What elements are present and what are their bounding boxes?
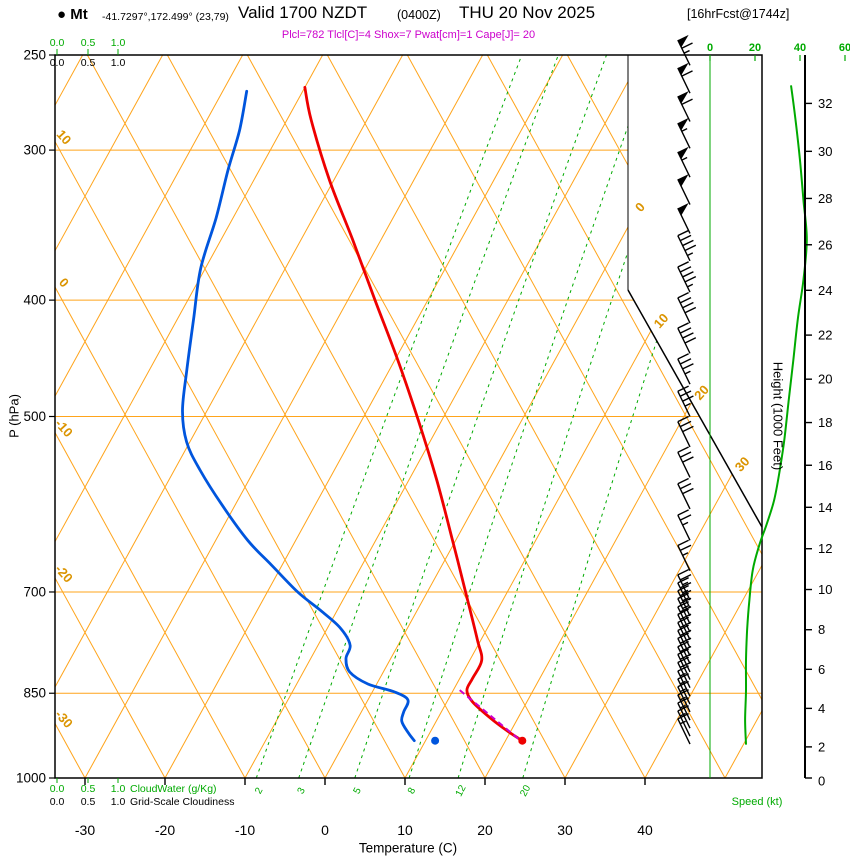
surface-dots xyxy=(431,736,527,745)
svg-text:1.0: 1.0 xyxy=(111,783,126,795)
svg-text:14: 14 xyxy=(818,500,832,515)
station-coordinates: -41.7297°,172.499° (23,79) xyxy=(102,11,229,23)
svg-text:1.0: 1.0 xyxy=(111,796,126,808)
forecast-hour: [16hrFcst@1744z] xyxy=(687,7,790,21)
svg-text:0.0: 0.0 xyxy=(50,796,65,808)
svg-text:18: 18 xyxy=(818,415,832,430)
sounding-parameters: Plcl=782 Tlcl[C]=4 Shox=7 Pwat[cm]=1 Cap… xyxy=(281,29,536,41)
svg-text:26: 26 xyxy=(818,237,832,252)
svg-text:700: 700 xyxy=(23,584,46,599)
svg-text:32: 32 xyxy=(818,96,832,111)
temperature-curve xyxy=(303,85,524,743)
dewpoint-curve xyxy=(181,89,416,743)
station-bullet-icon: ● xyxy=(57,6,67,23)
svg-text:-30: -30 xyxy=(75,822,95,838)
svg-text:0.5: 0.5 xyxy=(81,57,96,69)
svg-text:12: 12 xyxy=(818,541,832,556)
svg-text:10: 10 xyxy=(818,582,832,597)
mixing-ratio-labels: 2 3 5 8 12 20 xyxy=(253,783,533,798)
svg-text:2: 2 xyxy=(253,786,266,796)
svg-text:40: 40 xyxy=(794,42,806,54)
svg-text:Speed (kt): Speed (kt) xyxy=(732,796,783,808)
svg-text:20: 20 xyxy=(749,42,761,54)
svg-text:P (hPa): P (hPa) xyxy=(7,394,22,438)
skewt-grid xyxy=(55,55,762,778)
svg-text:500: 500 xyxy=(23,409,46,424)
svg-text:-10: -10 xyxy=(235,822,255,838)
svg-text:3: 3 xyxy=(296,786,309,796)
svg-text:1000: 1000 xyxy=(16,771,46,786)
svg-text:8: 8 xyxy=(818,622,825,637)
svg-text:0: 0 xyxy=(707,42,713,54)
svg-text:30: 30 xyxy=(557,822,573,838)
svg-text:30: 30 xyxy=(732,454,753,475)
svg-text:400: 400 xyxy=(23,293,46,308)
svg-text:0.0: 0.0 xyxy=(50,37,65,49)
svg-text:0.5: 0.5 xyxy=(81,37,96,49)
pressure-axis: 250 300 400 500 700 850 1000 P (hPa) xyxy=(7,48,55,786)
svg-text:60: 60 xyxy=(839,42,850,54)
svg-text:0.0: 0.0 xyxy=(50,783,65,795)
svg-text:40: 40 xyxy=(637,822,653,838)
page-title: ● Mt xyxy=(57,6,88,23)
svg-text:0.5: 0.5 xyxy=(81,783,96,795)
svg-text:30: 30 xyxy=(818,144,832,159)
svg-text:5: 5 xyxy=(352,786,365,796)
svg-text:1.0: 1.0 xyxy=(111,57,126,69)
cloud-scales: 0.00.00.00.00.50.50.50.51.01.01.01.0Clou… xyxy=(50,37,235,808)
svg-text:12: 12 xyxy=(454,783,469,798)
valid-time-utc: (0400Z) xyxy=(397,8,441,22)
valid-time: Valid 1700 NZDT xyxy=(238,3,368,22)
svg-text:4: 4 xyxy=(818,701,825,716)
svg-text:20: 20 xyxy=(477,822,493,838)
svg-text:Grid-Scale Cloudiness: Grid-Scale Cloudiness xyxy=(130,796,234,808)
temperature-axis: -30 -20 -10 0 10 20 30 40 Temperature (C) xyxy=(75,778,653,856)
svg-text:10: 10 xyxy=(397,822,413,838)
svg-text:20: 20 xyxy=(518,783,533,798)
svg-text:850: 850 xyxy=(23,686,46,701)
svg-text:8: 8 xyxy=(406,786,419,796)
svg-text:16: 16 xyxy=(818,458,832,473)
svg-text:22: 22 xyxy=(818,328,832,343)
svg-text:0: 0 xyxy=(56,275,72,290)
wind-barbs xyxy=(677,34,697,745)
svg-text:0.5: 0.5 xyxy=(81,796,96,808)
svg-text:2: 2 xyxy=(818,739,825,754)
svg-text:0: 0 xyxy=(818,774,825,789)
svg-text:20: 20 xyxy=(818,372,832,387)
svg-text:0.0: 0.0 xyxy=(50,57,65,69)
svg-text:300: 300 xyxy=(23,143,46,158)
svg-text:250: 250 xyxy=(23,48,46,63)
svg-text:24: 24 xyxy=(818,283,832,298)
svg-text:6: 6 xyxy=(818,662,825,677)
parcel-path xyxy=(459,689,522,742)
svg-text:10: 10 xyxy=(651,310,672,331)
svg-text:Temperature (C): Temperature (C) xyxy=(359,841,457,856)
svg-text:0: 0 xyxy=(321,822,329,838)
svg-text:-20: -20 xyxy=(155,822,175,838)
svg-text:0: 0 xyxy=(632,199,648,214)
svg-text:28: 28 xyxy=(818,191,832,206)
svg-text:CloudWater (g/Kg): CloudWater (g/Kg) xyxy=(130,783,217,795)
svg-text:Height (1000 Feet): Height (1000 Feet) xyxy=(771,362,786,470)
svg-text:20: 20 xyxy=(691,382,712,403)
svg-text:1.0: 1.0 xyxy=(111,37,126,49)
station-name: Mt xyxy=(70,6,88,23)
valid-date: THU 20 Nov 2025 xyxy=(459,3,596,22)
